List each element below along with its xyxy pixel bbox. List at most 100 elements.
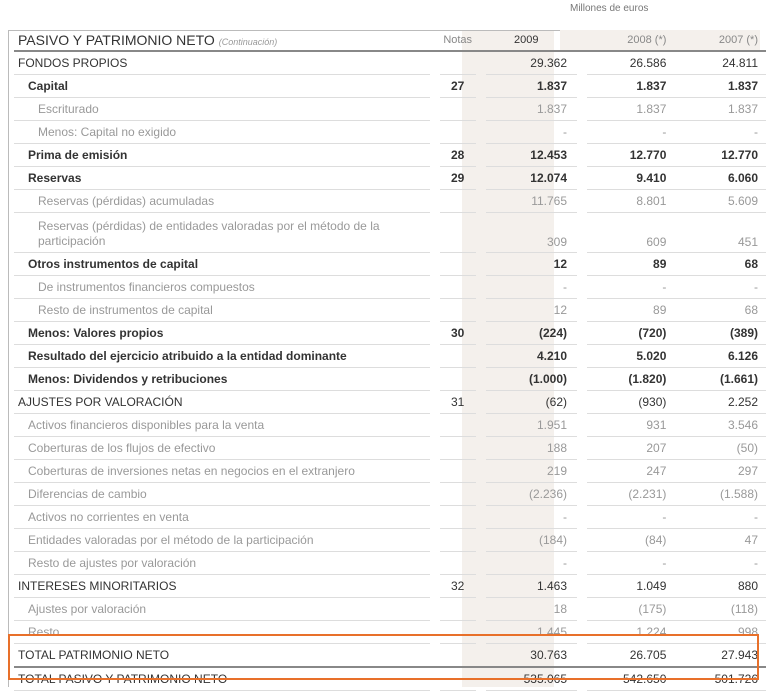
spacer (577, 144, 587, 167)
spacer (430, 213, 440, 253)
spacer (577, 75, 587, 98)
row-label: AJUSTES POR VALORACIÓN (14, 391, 430, 414)
value-2009: - (485, 276, 577, 299)
value-2008: (175) (586, 598, 679, 621)
spacer (430, 598, 440, 621)
row-nota (439, 437, 476, 460)
value-2008: 26.705 (586, 644, 679, 668)
spacer (476, 299, 486, 322)
row-nota (439, 460, 476, 483)
table-row: Prima de emisión 28 12.453 12.770 12.770 (14, 144, 766, 167)
spacer (475, 644, 486, 668)
spacer (577, 322, 587, 345)
table-row: Resto de instrumentos de capital 12 89 68 (14, 299, 766, 322)
value-2007: 68 (678, 253, 766, 276)
row-nota: 28 (439, 144, 476, 167)
row-nota (439, 552, 476, 575)
row-label: INTERESES MINORITARIOS (14, 575, 430, 598)
value-2008: 1.837 (586, 98, 679, 121)
row-nota (439, 98, 476, 121)
spacer (476, 322, 486, 345)
spacer (430, 575, 440, 598)
spacer (577, 213, 587, 253)
value-2007: 1.837 (678, 75, 766, 98)
spacer (430, 552, 440, 575)
value-2009: 12 (485, 253, 577, 276)
value-2007: 12.770 (678, 144, 766, 167)
spacer (430, 322, 440, 345)
row-label: Menos: Capital no exigido (14, 121, 430, 144)
row-label: Escriturado (14, 98, 430, 121)
value-2009: 1.837 (485, 75, 577, 98)
spacer (430, 529, 440, 552)
spacer (430, 52, 440, 75)
spacer (476, 144, 486, 167)
row-label: Resto de instrumentos de capital (14, 299, 430, 322)
row-label: Ajustes por valoración (14, 598, 430, 621)
row-label: Resultado del ejercicio atribuido a la e… (14, 345, 430, 368)
value-2007: 68 (678, 299, 766, 322)
value-2007: (1.588) (678, 483, 766, 506)
spacer (476, 598, 486, 621)
balance-table: PASIVO Y PATRIMONIO NETO (Continuación) … (14, 30, 766, 691)
spacer (430, 460, 440, 483)
value-2007: (118) (678, 598, 766, 621)
row-nota (439, 529, 476, 552)
title-subtitle: (Continuación) (218, 37, 278, 47)
value-2008: (2.231) (586, 483, 679, 506)
spacer (430, 414, 440, 437)
spacer (476, 75, 486, 98)
value-2008: 5.020 (586, 345, 679, 368)
row-label: Activos no corrientes en venta (14, 506, 430, 529)
spacer (577, 437, 587, 460)
spacer (577, 167, 587, 190)
value-2008: 207 (586, 437, 679, 460)
row-label: FONDOS PROPIOS (14, 52, 430, 75)
value-2008: 12.770 (586, 144, 679, 167)
row-nota (439, 621, 476, 644)
header-2007: 2007 (*) (678, 30, 766, 52)
table-row: Menos: Capital no exigido - - - (14, 121, 766, 144)
value-2008: - (586, 276, 679, 299)
row-label: Menos: Dividendos y retribuciones (14, 368, 430, 391)
table-header: PASIVO Y PATRIMONIO NETO (Continuación) … (14, 30, 766, 52)
top-border (8, 30, 560, 31)
table-row: TOTAL PATRIMONIO NETO 30.763 26.705 27.943 (14, 644, 766, 668)
spacer (476, 345, 486, 368)
value-2009: - (485, 121, 577, 144)
spacer (577, 121, 587, 144)
spacer (430, 121, 440, 144)
value-2009: (224) (485, 322, 577, 345)
value-2009: 12 (485, 299, 577, 322)
highlight-box (8, 634, 759, 680)
value-2007: 3.546 (678, 414, 766, 437)
value-2009: 4.210 (485, 345, 577, 368)
value-2008: (1.820) (586, 368, 679, 391)
spacer (476, 460, 486, 483)
header-2008: 2008 (*) (586, 30, 679, 52)
spacer (577, 552, 587, 575)
spacer (430, 437, 440, 460)
spacer (476, 52, 486, 75)
value-2007: 451 (678, 213, 766, 253)
spacer (476, 575, 486, 598)
value-2007: - (678, 121, 766, 144)
value-2008: 8.801 (586, 190, 679, 213)
table-row: Diferencias de cambio (2.236) (2.231) (1.58… (14, 483, 766, 506)
table-row: AJUSTES POR VALORACIÓN 31 (62) (930) 2.252 (14, 391, 766, 414)
row-nota (439, 190, 476, 213)
value-2007: 47 (678, 529, 766, 552)
table-row: Menos: Valores propios 30 (224) (720) (389) (14, 322, 766, 345)
spacer (430, 345, 440, 368)
value-2009: (184) (485, 529, 577, 552)
value-2007: 1.837 (678, 98, 766, 121)
spacer (429, 644, 440, 668)
spacer (430, 483, 440, 506)
spacer (430, 391, 440, 414)
spacer (476, 391, 486, 414)
row-label: Reservas (14, 167, 430, 190)
title-text: PASIVO Y PATRIMONIO NETO (18, 32, 215, 48)
spacer (577, 190, 587, 213)
spacer (577, 644, 587, 668)
table-title: PASIVO Y PATRIMONIO NETO (Continuación) (14, 30, 430, 52)
